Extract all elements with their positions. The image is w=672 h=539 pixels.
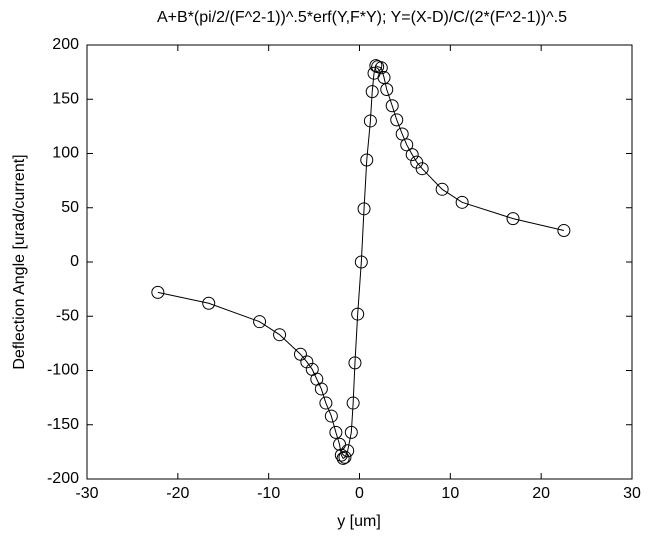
data-point <box>435 182 449 196</box>
x-tick-label: -30 <box>75 485 98 502</box>
data-point <box>380 82 394 96</box>
x-tick-label: 0 <box>355 485 364 502</box>
data-point <box>334 448 348 462</box>
data-point <box>319 396 333 410</box>
data-point <box>202 296 216 310</box>
data-point <box>338 450 352 464</box>
y-tick-label: 150 <box>52 90 79 107</box>
x-tick-label: 20 <box>532 485 550 502</box>
data-point <box>455 195 469 209</box>
data-point <box>273 328 287 342</box>
data-point <box>293 347 307 361</box>
data-point <box>151 285 165 299</box>
data-point <box>557 224 571 238</box>
y-tick-label: -200 <box>47 470 79 487</box>
data-point <box>395 127 409 141</box>
data-point <box>405 148 419 162</box>
y-tick-label: 200 <box>52 36 79 53</box>
data-point <box>415 162 429 176</box>
data-point <box>346 396 360 410</box>
x-tick-label: 30 <box>623 485 641 502</box>
y-tick-label: 0 <box>70 253 79 270</box>
data-point <box>385 99 399 113</box>
y-tick-label: -100 <box>47 362 79 379</box>
data-point <box>314 382 328 396</box>
data-point <box>336 451 350 465</box>
y-tick-label: -50 <box>56 307 79 324</box>
x-tick-label: -10 <box>257 485 280 502</box>
y-tick-label: -150 <box>47 416 79 433</box>
y-tick-label: 100 <box>52 145 79 162</box>
data-point <box>410 155 424 169</box>
x-tick-label: -20 <box>166 485 189 502</box>
data-point <box>351 307 365 321</box>
data-point <box>506 212 520 226</box>
data-point <box>377 71 391 85</box>
data-point <box>344 425 358 439</box>
y-tick-label: 50 <box>61 199 79 216</box>
fit-line <box>157 64 564 460</box>
data-point <box>253 315 267 329</box>
y-axis-label: Deflection Angle [urad/current] <box>11 154 28 369</box>
data-point <box>357 202 371 216</box>
data-point <box>348 356 362 370</box>
data-point <box>354 255 368 269</box>
data-point <box>360 153 374 167</box>
data-point <box>333 437 347 451</box>
data-point <box>324 409 338 423</box>
data-point <box>365 85 379 99</box>
data-point <box>390 113 404 127</box>
data-point <box>369 59 383 73</box>
data-point <box>363 114 377 128</box>
data-point <box>341 444 355 458</box>
data-point <box>400 138 414 152</box>
data-point <box>374 61 388 75</box>
chart-title: A+B*(pi/2/(F^2-1))^.5*erf(Y,F*Y); Y=(X-D… <box>157 9 567 26</box>
x-axis-label: y [um] <box>337 513 381 530</box>
x-tick-label: 10 <box>441 485 459 502</box>
data-point <box>329 425 343 439</box>
